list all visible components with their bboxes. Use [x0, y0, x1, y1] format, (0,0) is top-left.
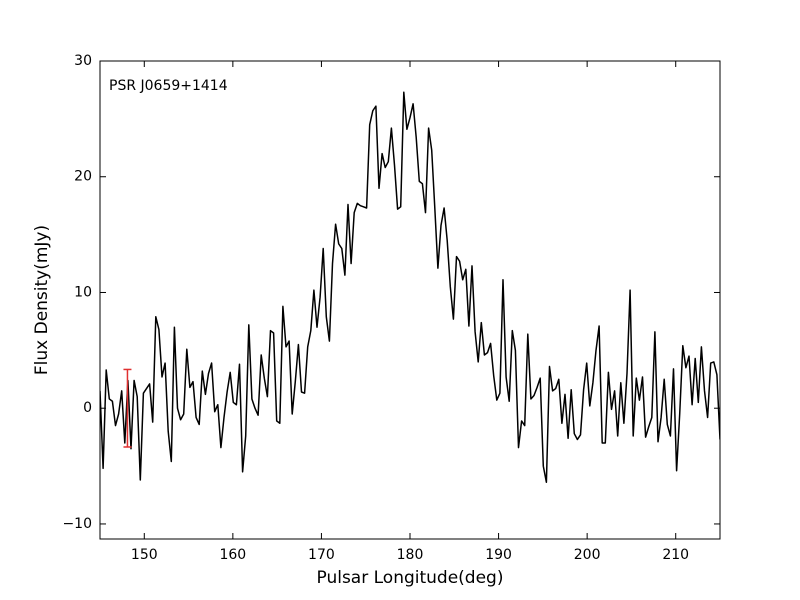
- x-tick-label: 160: [219, 547, 246, 563]
- y-tick-label: 0: [83, 400, 92, 416]
- x-tick-label: 180: [397, 547, 424, 563]
- x-tick-label: 210: [662, 547, 689, 563]
- x-tick-label: 150: [131, 547, 158, 563]
- y-axis-label: Flux Density(mJy): [32, 225, 52, 375]
- y-tick-label: 20: [74, 169, 92, 185]
- x-tick-label: 190: [485, 547, 512, 563]
- y-tick-label: −10: [62, 516, 92, 532]
- y-tick-label: 10: [74, 284, 92, 300]
- x-tick-label: 170: [308, 547, 335, 563]
- x-tick-label: 200: [574, 547, 601, 563]
- data-line: [100, 91, 720, 484]
- plot-frame: [99, 60, 721, 540]
- y-tick-label: 30: [74, 53, 92, 69]
- annotation: PSR J0659+1414: [109, 78, 228, 94]
- x-axis-label: Pulsar Longitude(deg): [317, 568, 504, 588]
